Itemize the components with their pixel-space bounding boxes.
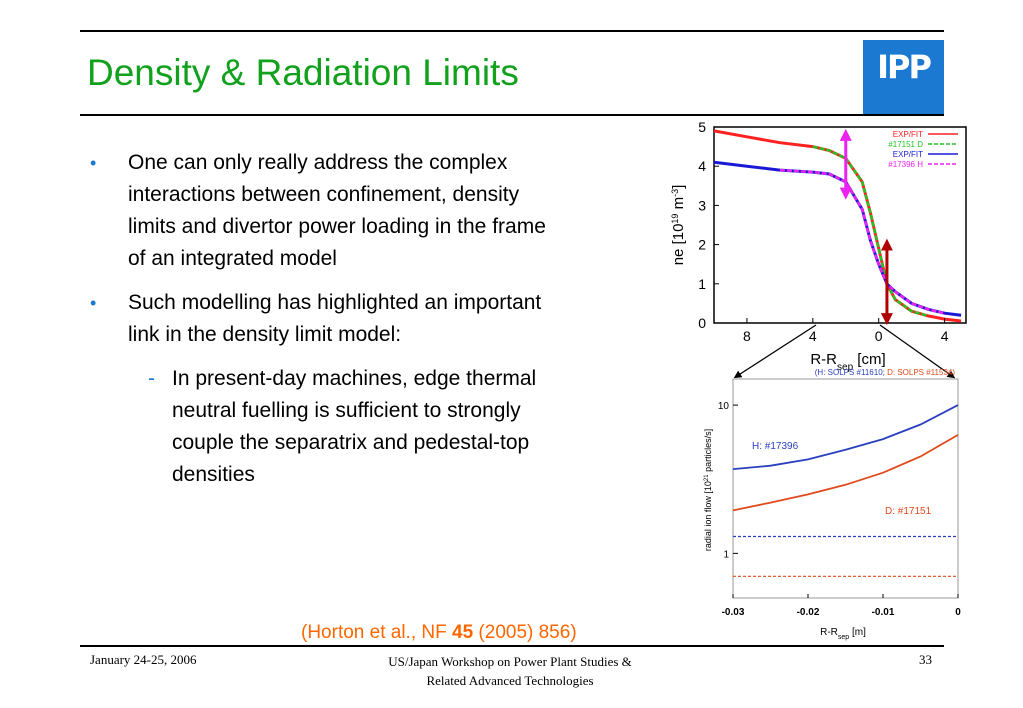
x-tick-label: -0.02: [797, 607, 820, 618]
legend-entry-exp-fit-d: EXP/FIT: [893, 130, 923, 139]
ylabel-part: radial ion flow [10: [703, 481, 713, 551]
title-d-part: D: SOLPS #11534): [887, 368, 955, 377]
xlabel-part: [m]: [849, 627, 866, 638]
density-series-line: [812, 145, 929, 318]
footer-workshop-line1: US/Japan Workshop on Power Plant Studies…: [388, 654, 632, 669]
ion-flow-chart-title: (H: SOLPS #11610; D: SOLPS #11534): [815, 368, 956, 377]
x-tick-label: 4: [941, 328, 949, 344]
density-series-line: [779, 168, 945, 315]
ion-flow-x-axis-label: R-Rsep [m]: [820, 627, 866, 641]
bullet-item: • Such modelling has highlighted an impo…: [90, 287, 548, 351]
xlabel-sub: sep: [837, 362, 854, 373]
ion-flow-y-axis-label: radial ion flow [1021 particles/s]: [703, 429, 713, 551]
bullet-text: Such modelling has highlighted an import…: [128, 291, 542, 346]
top-rule: [80, 30, 944, 32]
zoom-line-left: [733, 324, 817, 379]
y-tick-label: 3: [698, 197, 706, 213]
ylabel-exp: -3: [670, 189, 680, 197]
ylabel-exp: 21: [704, 474, 710, 481]
density-series-line: [713, 160, 962, 317]
footer-workshop: US/Japan Workshop on Power Plant Studies…: [330, 652, 690, 690]
y-tick-label: 10: [718, 401, 730, 412]
x-tick-label: 0: [875, 328, 883, 344]
legend-entry-17396: #17396 H: [888, 160, 923, 169]
footer-page-number: 33: [919, 652, 932, 667]
xlabel-part: R-R: [810, 351, 837, 368]
y-tick-label: 4: [698, 158, 706, 174]
density-arrows: [839, 128, 893, 326]
sub-bullet-item: - In present-day machines, edge thermal …: [128, 363, 550, 491]
footer-workshop-line2: Related Advanced Technologies: [426, 673, 594, 688]
sub-bullet-text: In present-day machines, edge thermal ne…: [172, 367, 537, 486]
ion-flow-series-group: [732, 404, 959, 577]
density-chart: 8 4 0 4 0 1 2 3 4 5 ne [1019 m-3] R-Rsep [cm] EXP…: [670, 119, 967, 373]
ylabel-part: ne [10: [670, 224, 687, 266]
ion-flow-ticks: -0.03 -0.02 -0.01 0 1 10: [718, 401, 961, 618]
sub-bullet-marker: -: [148, 367, 155, 390]
footer-rule: [80, 645, 944, 647]
legend-entry-17151: #17151 D: [888, 140, 923, 149]
x-tick-label: 4: [809, 328, 817, 344]
x-tick-label: -0.03: [722, 607, 745, 618]
ylabel-part: ]: [670, 185, 687, 189]
y-tick-label: 2: [698, 237, 706, 253]
xlabel-sub: sep: [838, 634, 849, 641]
ion-flow-label-h: H: #17396: [752, 441, 799, 452]
ylabel-exp: 19: [670, 214, 680, 224]
ion-flow-plot-frame: [732, 378, 959, 599]
y-tick-label: 1: [698, 276, 706, 292]
footer-date: January 24-25, 2006: [90, 652, 197, 667]
density-series-line: [713, 129, 962, 323]
title-h-part: (H: SOLPS #11610;: [815, 368, 887, 377]
y-tick-label: 1: [723, 549, 729, 560]
bullet-item: • One can only really address the comple…: [90, 147, 550, 275]
x-tick-label: 8: [743, 328, 751, 344]
xlabel-part: [cm]: [853, 351, 886, 368]
density-legend: EXP/FIT #17151 D EXP/FIT #17396 H: [888, 130, 958, 169]
zoom-line-right: [879, 324, 956, 379]
bullet-list: • One can only really address the comple…: [90, 147, 550, 491]
citation-pre: (Horton et al., NF: [301, 622, 452, 643]
legend-entry-exp-fit-h: EXP/FIT: [893, 150, 923, 159]
bullet-marker: •: [90, 153, 97, 173]
density-series-group: [713, 129, 962, 323]
slide-title: Density & Radiation Limits: [87, 52, 519, 93]
xlabel-part: R-R: [820, 627, 838, 638]
bullet-text: One can only really address the complex …: [128, 151, 546, 270]
x-tick-label: -0.01: [872, 607, 895, 618]
ipp-logo: IPP: [863, 40, 944, 114]
density-y-axis-label: ne [1019 m-3]: [670, 185, 687, 266]
density-ticks: 8 4 0 4 0 1 2 3 4 5: [698, 119, 948, 344]
density-x-axis-label: R-Rsep [cm]: [810, 351, 885, 373]
ion-flow-series-line: [732, 434, 959, 512]
ion-flow-label-d: D: #17151: [885, 506, 932, 517]
ylabel-part: m: [670, 197, 687, 214]
y-tick-label: 5: [698, 119, 706, 135]
citation: (Horton et al., NF 45 (2005) 856): [301, 622, 577, 644]
bullet-marker: •: [90, 293, 97, 313]
density-plot-frame: [713, 126, 967, 324]
logo-text: IPP: [877, 48, 932, 86]
title-rule: [80, 114, 944, 116]
citation-volume: 45: [452, 622, 474, 643]
citation-post: (2005) 856): [473, 622, 577, 643]
y-tick-label: 0: [698, 315, 706, 331]
x-tick-label: 0: [955, 607, 961, 618]
ion-flow-series-line: [732, 404, 959, 470]
ion-flow-chart: (H: SOLPS #11610; D: SOLPS #11534) -0.03…: [703, 368, 961, 641]
ylabel-part: particles/s]: [703, 429, 713, 475]
